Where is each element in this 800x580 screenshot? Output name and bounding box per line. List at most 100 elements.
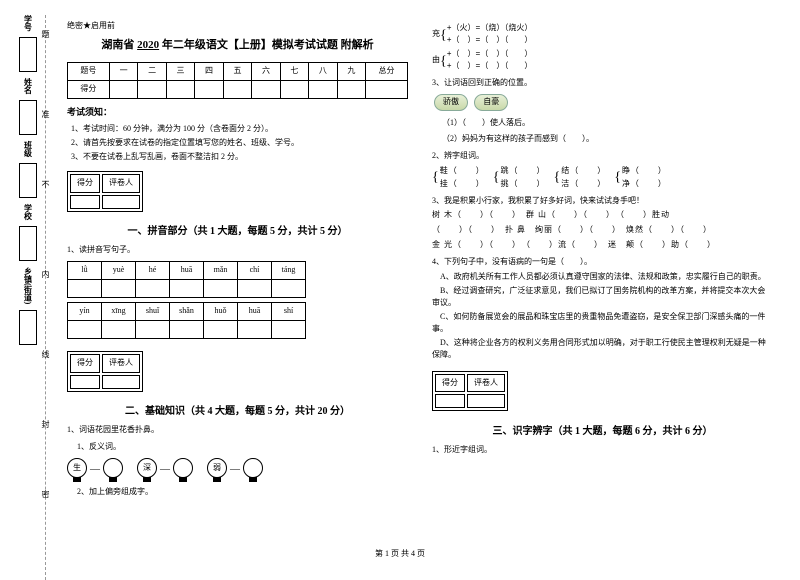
pinyin-cell: shǎn (170, 303, 204, 321)
binding-box (19, 310, 37, 345)
lightbulb-icon: 弱 (207, 458, 227, 482)
pinyin-cell: yín (68, 303, 102, 321)
word-line: 树 木（ ）（ ） 群 山（ ）（ ） （ ）胜动 (432, 209, 773, 222)
pinyin-cell: huā (238, 303, 272, 321)
brace-icon: { (440, 25, 447, 46)
table-row: 题号 一 二 三 四 五 六 七 八 九 总分 (68, 63, 408, 81)
table-cell: 五 (223, 63, 251, 81)
dash-icon: — (160, 462, 170, 478)
seal-text: 内 (40, 270, 51, 278)
word-line: （ ）（ ） 扑 鼻 绚丽（ ）（ ） 焕然（ ）（ ） (432, 224, 773, 237)
word-pill: 骄傲 (434, 94, 468, 111)
notice-item: 1、考试时间：60 分钟，满分为 100 分（含卷面分 2 分）。 (71, 122, 408, 136)
pinyin-cell: chí (238, 262, 272, 280)
sub-question: 1、反义词。 (77, 441, 408, 454)
bracket-line: +（ ）=（ ）（ ） (447, 35, 533, 47)
bracket-line: +（ ）=（ ）（ ） (447, 49, 533, 61)
option-d: D、这种将企业各方的权利义务用合同形式加以明确，对于职工行使民主管理权利无疑是一… (432, 337, 773, 361)
binding-box (19, 163, 37, 198)
option-c: C、如何防备展览会的展品和珠宝店里的贵重物品免遭盗窃，是安全保卫部门深感头痛的一… (432, 311, 773, 335)
table-cell: 四 (195, 63, 223, 81)
title-text: 年二年级语文【上册】模拟考试试题 附解析 (162, 39, 374, 51)
sub-item: （1）（ ）使人落后。 (442, 117, 773, 130)
lightbulb-icon (103, 458, 123, 482)
table-cell: 二 (138, 63, 166, 81)
score-table: 题号 一 二 三 四 五 六 七 八 九 总分 得分 (67, 62, 408, 99)
word-pill: 自豪 (474, 94, 508, 111)
table-cell: 得分 (68, 81, 110, 99)
table-cell: 六 (252, 63, 280, 81)
exam-page: 绝密★启用前 湖南省 2020 年二年级语文【上册】模拟考试试题 附解析 题号 … (0, 0, 800, 565)
section-1-title: 一、拼音部分（共 1 大题，每题 5 分，共计 5 分） (67, 224, 408, 240)
lightbulb-icon: 生 (67, 458, 87, 482)
score-box: 得分评卷人 (67, 171, 143, 212)
bracket-line: +（ ）=（ ）（ ） (447, 61, 533, 73)
seal-text: 准 (40, 110, 51, 118)
score-label: 得分 (70, 174, 100, 193)
question-3: 3、让词语回到正确的位置。 (432, 77, 773, 90)
grader-label: 评卷人 (102, 354, 140, 373)
binding-label: 姓名 (23, 78, 34, 94)
lightbulb-icon (243, 458, 263, 482)
notice-item: 2、请首先按要求在试卷的指定位置填写您的姓名、班级、学号。 (71, 136, 408, 150)
lightbulb-icon (173, 458, 193, 482)
word-line: 金 光（ ）（ ） （ ）流（ ） 迷 颠（ ）助（ ） (432, 239, 773, 252)
notice-title: 考试须知： (67, 105, 408, 119)
brace-icon: { (440, 51, 447, 72)
pinyin-cell: huā (170, 262, 204, 280)
question-3b: 3、我是积累小行家，我积累了好多好词，快来试试身手吧！ (432, 195, 773, 208)
binding-label: 学号 (23, 15, 34, 31)
binding-label: 班级 (23, 141, 34, 157)
question-1: 1、读拼音写句子。 (67, 244, 408, 257)
page-footer: 第 1 页 共 4 页 (0, 548, 800, 559)
binding-box (19, 37, 37, 72)
question-3-1: 1、形近字组词。 (432, 444, 773, 457)
table-cell: 九 (337, 63, 365, 81)
lightbulb-icon: 深 (137, 458, 157, 482)
score-label: 得分 (70, 354, 100, 373)
score-box: 得分评卷人 (432, 371, 508, 412)
sub-question: 2、加上偏旁组成字。 (77, 486, 408, 499)
notice-list: 1、考试时间：60 分钟，满分为 100 分（含卷面分 2 分）。 2、请首先按… (71, 122, 408, 163)
notice-item: 3、不要在试卷上乱写乱画，卷面不整洁扣 2 分。 (71, 150, 408, 164)
option-a: A、政府机关所有工作人员都必须认真遵守国家的法律、法规和政策，忠实履行自己的职责… (432, 271, 773, 283)
seal-text: 封 (40, 420, 51, 428)
pinyin-table-2: yín xīng shuǐ shǎn huǒ huā shí (67, 302, 306, 339)
dash-icon: — (90, 462, 100, 478)
table-cell: 一 (109, 63, 137, 81)
pinyin-cell: shí (272, 303, 306, 321)
seal-text: 密 (40, 490, 51, 498)
seal-text: 线 (40, 350, 51, 358)
table-cell: 总分 (366, 63, 408, 81)
secret-label: 绝密★启用前 (67, 20, 408, 33)
left-column: 绝密★启用前 湖南省 2020 年二年级语文【上册】模拟考试试题 附解析 题号 … (55, 20, 420, 540)
table-cell: 七 (280, 63, 308, 81)
pinyin-cell: hé (136, 262, 170, 280)
title-prefix: 湖南省 (101, 39, 134, 51)
grader-label: 评卷人 (467, 374, 505, 393)
bulb-row: 生 — 深 — 弱 — (67, 458, 408, 482)
question-2-1: 1、词语花园里花香扑鼻。 (67, 424, 408, 437)
question-4: 4、下列句子中，没有语病的一句是（ ）。 (432, 256, 773, 269)
bracket-head: 由 (432, 55, 440, 67)
pinyin-cell: xīng (102, 303, 136, 321)
pinyin-cell: táng (272, 262, 306, 280)
pinyin-cell: yuè (102, 262, 136, 280)
bracket-line: +（火）=（烧）（烧火） (447, 23, 533, 35)
question-2: 2、辨字组词。 (432, 150, 773, 163)
binding-box (19, 226, 37, 261)
binding-label: 乡镇(街道) (23, 267, 34, 304)
binding-label: 学校 (23, 204, 34, 220)
table-row: yín xīng shuǐ shǎn huǒ huā shí (68, 303, 306, 321)
word-pills: 骄傲 自豪 (432, 92, 773, 113)
dash-icon: — (230, 462, 240, 478)
table-cell: 三 (166, 63, 194, 81)
table-row: lǜ yuè hé huā mǎn chí táng (68, 262, 306, 280)
pinyin-cell: shuǐ (136, 303, 170, 321)
table-cell: 题号 (68, 63, 110, 81)
score-label: 得分 (435, 374, 465, 393)
char-pair-row: {鞋（ ）挂（ ） {跳（ ）挑（ ） {结（ ）洁（ ） {睁（ ）净（ ） (432, 165, 773, 191)
option-b: B、经过调查研究，广泛征求意见，我们已拟订了国务院机构的改革方案，并将提交本次大… (432, 285, 773, 309)
right-column: 充 { +（火）=（烧）（烧火） +（ ）=（ ）（ ） 由 { +（ ）=（ … (420, 20, 785, 540)
bracket-group-1: 充 { +（火）=（烧）（烧火） +（ ）=（ ）（ ） 由 { +（ ）=（ … (432, 23, 773, 73)
